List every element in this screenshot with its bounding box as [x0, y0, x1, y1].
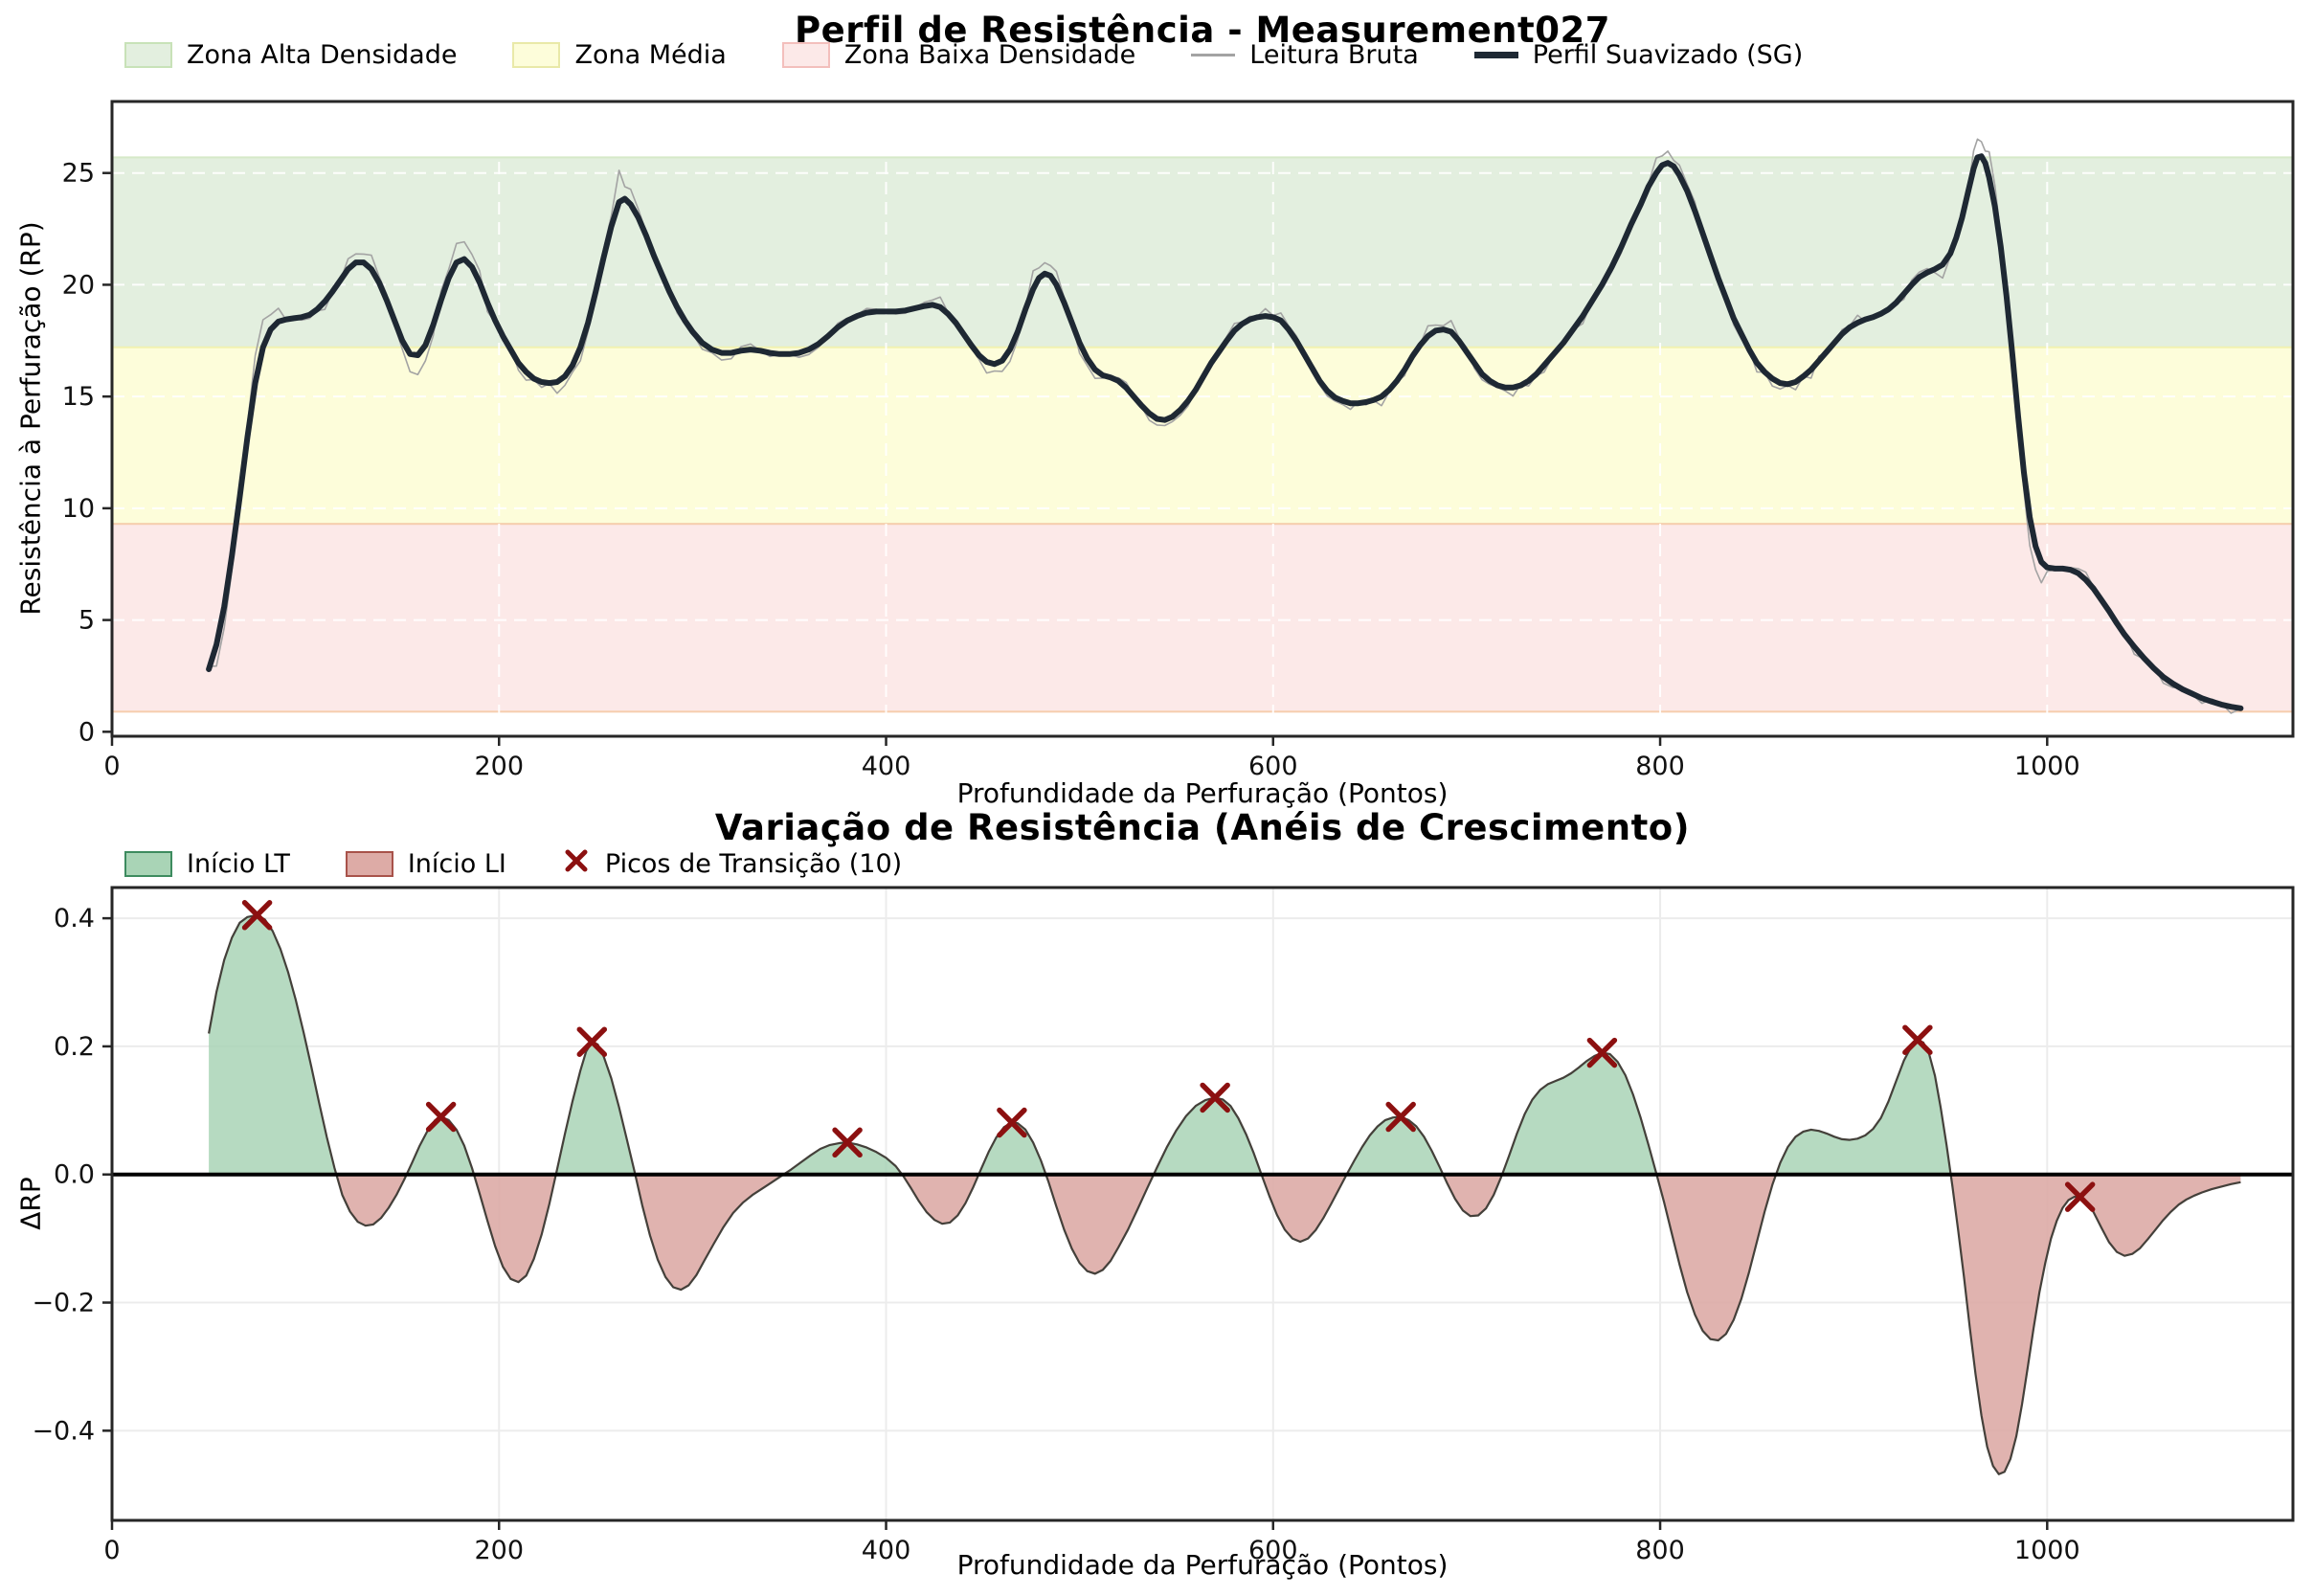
legend-item-zona-alta: Zona Alta Densidade — [124, 40, 457, 70]
resistance-profile-spines — [110, 100, 2295, 738]
legend-label: Início LT — [187, 849, 290, 879]
transition-peak-marker — [2064, 1181, 2096, 1212]
x-tick-label: 800 — [1635, 1536, 1685, 1565]
transition-peak-marker — [997, 1107, 1027, 1138]
resistance-variation-plot-body — [112, 913, 2293, 1475]
y-tick-label: 20 — [62, 270, 95, 300]
legend-label: Perfil Suavizado (SG) — [1532, 40, 1804, 70]
x-tick-label: 600 — [1248, 752, 1298, 781]
legend-item-zona-media: Zona Média — [512, 40, 727, 70]
transition-peak-marker — [1200, 1082, 1230, 1113]
y-tick-label: −0.4 — [32, 1416, 95, 1446]
x-tick-label: 1000 — [2014, 1536, 2080, 1565]
x-tick-label: 400 — [862, 752, 911, 781]
raw-line-swatch — [1191, 54, 1236, 56]
legend-item-picos: Picos de Transição (10) — [562, 846, 902, 882]
transition-peak-marker — [1385, 1101, 1416, 1133]
y-tick-label: 15 — [62, 382, 95, 412]
chart2-xlabel: Profundidade da Perfuração (Pontos) — [956, 1549, 1449, 1581]
x-tick-label: 800 — [1635, 752, 1685, 781]
legend-label: Zona Alta Densidade — [187, 40, 458, 70]
y-tick-label: 0.2 — [54, 1032, 95, 1062]
chart2-title: Variação de Resistência (Anéis de Cresci… — [714, 807, 1691, 848]
y-tick-label: 0 — [79, 717, 95, 747]
inicio-li-swatch — [345, 851, 393, 877]
inicio-lt-swatch — [124, 851, 172, 877]
legend-label: Zona Baixa Densidade — [843, 40, 1136, 70]
x-tick-label: 0 — [103, 752, 120, 781]
x-tick-label: 200 — [474, 1536, 524, 1565]
y-tick-label: 25 — [62, 159, 95, 189]
y-tick-label: 5 — [79, 606, 95, 636]
transition-peak-marker — [576, 1026, 608, 1057]
x-tick-label: 0 — [103, 1536, 120, 1565]
legend-label: Zona Média — [574, 40, 727, 70]
legend-item-perfil-suavizado: Perfil Suavizado (SG) — [1473, 40, 1804, 70]
legend-item-zona-baixa: Zona Baixa Densidade — [781, 40, 1136, 70]
transition-peak-marker — [832, 1127, 863, 1158]
x-tick-label: 200 — [474, 752, 524, 781]
transition-peak-marker — [1586, 1037, 1618, 1068]
legend-label: Leitura Bruta — [1249, 40, 1419, 70]
legend-label: Início LI — [407, 849, 506, 879]
legend-item-leitura-bruta: Leitura Bruta — [1191, 40, 1419, 70]
y-tick-label: 10 — [62, 494, 95, 524]
x-tick-label: 400 — [862, 1536, 911, 1565]
transition-peak-marker — [425, 1101, 457, 1133]
chart1-xlabel: Profundidade da Perfuração (Pontos) — [956, 777, 1449, 809]
zona-media-swatch — [512, 42, 561, 68]
resistance-variation-spines — [110, 886, 2295, 1522]
chart2-legend: Início LT Início LI Picos de Transição (… — [124, 846, 902, 882]
smoothed-line-swatch — [1473, 52, 1518, 58]
y-tick-label: 0.0 — [54, 1160, 95, 1190]
resistance-profile-ticks: 0 200 400 600 800 1000 0 5 10 15 20 25 — [62, 159, 2080, 781]
y-tick-label: 0.4 — [54, 904, 95, 933]
transition-peak-marker — [241, 900, 273, 931]
chart1-title: Perfil de Resistência - Measurement027 — [795, 10, 1610, 51]
resistance-variation-peak-markers — [241, 900, 2096, 1212]
resistance-profile-plot-body — [206, 138, 2244, 714]
legend-item-inicio-lt: Início LT — [124, 849, 290, 879]
zona-alta-swatch — [124, 42, 172, 68]
y-tick-label: −0.2 — [32, 1289, 95, 1318]
resistance-variation-ticks: 0 200 400 600 800 1000 0.4 0.2 0.0 −0.2 −0.4 — [32, 904, 2079, 1565]
zona-baixa-swatch — [781, 42, 830, 68]
x-marker-icon — [562, 846, 591, 882]
resistance-profile-zones — [112, 156, 2293, 713]
legend-label: Picos de Transição (10) — [604, 849, 903, 879]
chart1-legend: Zona Alta Densidade Zona Média Zona Baix… — [124, 40, 1803, 70]
transition-peak-marker — [1902, 1024, 1933, 1055]
x-tick-label: 1000 — [2014, 752, 2080, 781]
x-tick-label: 600 — [1248, 1536, 1298, 1565]
chart1-ylabel: Resistência à Perfuração (RP) — [14, 221, 47, 616]
legend-item-inicio-li: Início LI — [345, 849, 506, 879]
chart2-ylabel: ΔRP — [14, 1177, 47, 1230]
